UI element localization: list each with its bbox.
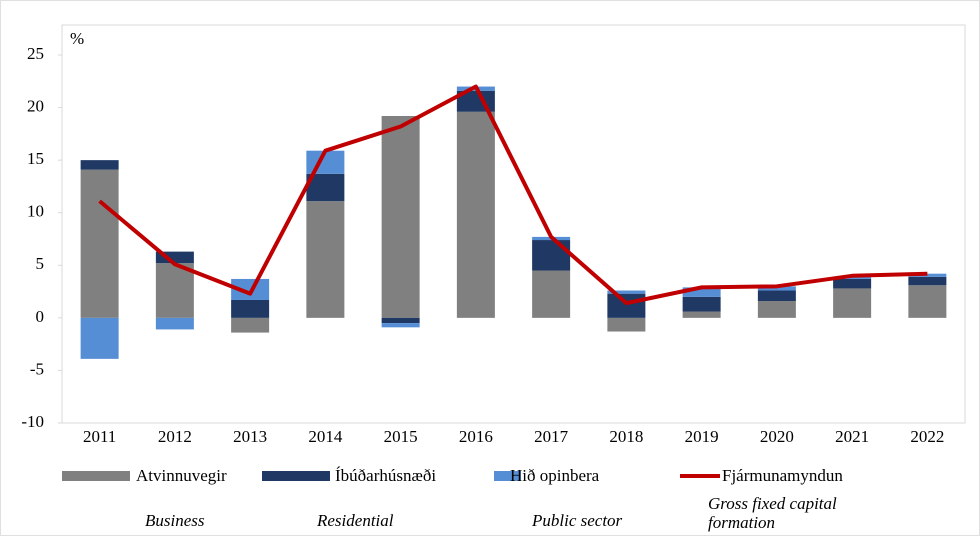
y-tick-label: 20 [27, 96, 44, 115]
y-tick-label: 0 [36, 307, 45, 326]
bar [607, 317, 646, 332]
x-tick-label: 2021 [835, 427, 869, 446]
bar [532, 270, 571, 318]
x-tick-label: 2018 [609, 427, 643, 446]
bar [155, 263, 194, 318]
bar [833, 276, 872, 279]
bar [757, 286, 796, 291]
bar [80, 160, 119, 170]
x-tick-label: 2015 [384, 427, 418, 446]
bar [532, 240, 571, 271]
x-tick-label: 2013 [233, 427, 267, 446]
bar [381, 317, 420, 324]
x-tick-label: 2014 [308, 427, 343, 446]
bar [381, 323, 420, 328]
x-tick-label: 2019 [685, 427, 719, 446]
legend-label: Hið opinbera [510, 466, 600, 485]
bar [155, 251, 194, 264]
y-tick-label: -5 [30, 359, 44, 378]
bar [908, 285, 947, 318]
legend-subtitle: Residential [317, 511, 394, 530]
bar [833, 278, 872, 289]
bar [757, 290, 796, 302]
legend-swatch [494, 471, 521, 481]
legend-subtitle: Public sector [532, 511, 623, 530]
bar [231, 317, 270, 333]
y-tick-label: 15 [27, 149, 44, 168]
x-tick-label: 2016 [459, 427, 493, 446]
bar [682, 311, 721, 318]
bar [682, 287, 721, 297]
bar [155, 317, 194, 330]
bar [80, 169, 119, 318]
bar [607, 290, 646, 294]
bar [833, 288, 872, 318]
x-tick-label: 2022 [910, 427, 944, 446]
x-tick-label: 2020 [760, 427, 794, 446]
legend-swatch [62, 471, 130, 481]
legend-subtitle: Business [145, 511, 205, 530]
y-tick-label: 25 [27, 44, 44, 63]
bar [381, 115, 420, 318]
x-tick-label: 2012 [158, 427, 192, 446]
bar [231, 299, 270, 318]
bar [607, 293, 646, 318]
y-axis-label: % [70, 29, 84, 48]
legend-label: Fjármunamyndun [722, 466, 843, 485]
bar [306, 201, 345, 318]
legend-subtitle: Gross fixed capital formation [708, 494, 837, 532]
x-tick-label: 2011 [83, 427, 116, 446]
legend-swatch [262, 471, 330, 481]
bar [908, 276, 947, 286]
bar [80, 317, 119, 359]
legend-label: Íbúðarhúsnæði [335, 466, 437, 485]
plot-frame [61, 24, 966, 424]
bar [757, 301, 796, 318]
y-tick-label: 10 [27, 202, 44, 221]
x-tick-label: 2017 [534, 427, 569, 446]
legend-label: Atvinnuvegir [136, 466, 227, 485]
bar [456, 111, 495, 318]
y-tick-label: -10 [21, 412, 44, 431]
y-tick-label: 5 [36, 254, 45, 273]
bar [682, 296, 721, 312]
line [98, 84, 928, 306]
